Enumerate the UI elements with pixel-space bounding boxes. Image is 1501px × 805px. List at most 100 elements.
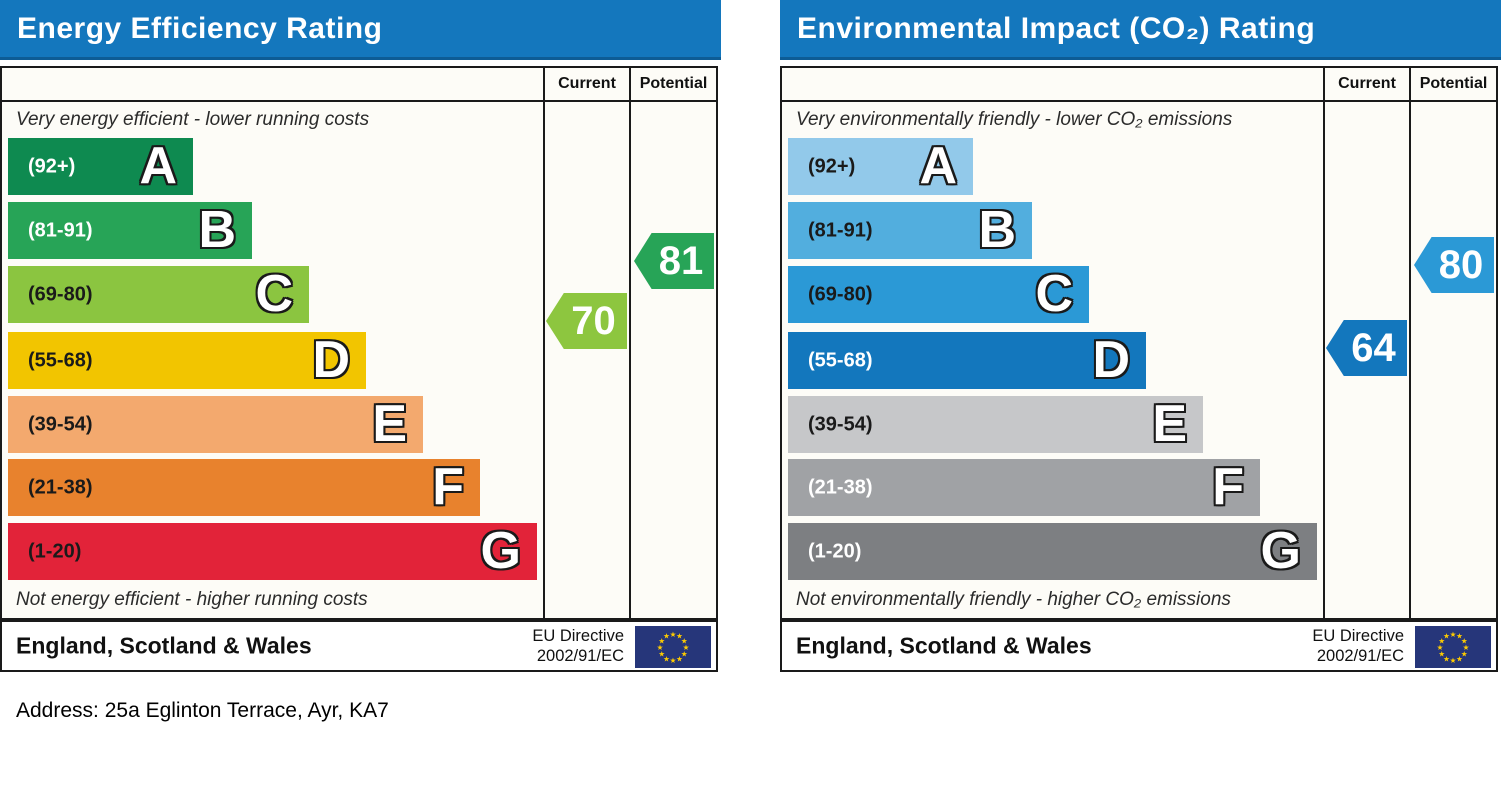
svg-text:★: ★	[657, 643, 664, 652]
chart-footer: England, Scotland & Wales EU Directive 2…	[0, 620, 718, 672]
band-range-label: (21-38)	[28, 476, 93, 498]
eu-directive-label: EU Directive 2002/91/EC	[532, 626, 624, 666]
current-rating-arrow: 64	[1326, 320, 1407, 376]
column-divider	[1409, 68, 1411, 618]
chart-title-banner: Energy Efficiency Rating	[0, 0, 721, 60]
svg-text:★: ★	[1443, 654, 1450, 663]
svg-text:★: ★	[1438, 650, 1445, 659]
band-letter: D	[312, 330, 350, 389]
band-a: (92+) A	[8, 136, 193, 195]
eu-directive-line1: EU Directive	[1312, 627, 1404, 645]
column-divider	[1323, 68, 1325, 618]
band-g: (1-20) G	[788, 521, 1317, 580]
current-rating-arrow: 70	[546, 293, 627, 349]
top-note: Very energy efficient - lower running co…	[16, 109, 370, 130]
svg-text:★: ★	[1456, 654, 1463, 663]
band-e: (39-54) E	[8, 394, 423, 453]
potential-column-header: Potential	[639, 75, 708, 92]
svg-text:★: ★	[1437, 643, 1444, 652]
svg-text:★: ★	[1461, 637, 1468, 646]
rating-table: Current Potential Very environmentally f…	[780, 66, 1498, 620]
band-d: (55-68) D	[8, 330, 366, 389]
band-letter: F	[432, 457, 464, 516]
band-range-label: (69-80)	[808, 283, 873, 305]
svg-text:★: ★	[1463, 643, 1470, 652]
region-label: England, Scotland & Wales	[16, 632, 312, 659]
table-header-row: Current Potential	[782, 68, 1496, 102]
svg-text:★: ★	[1438, 637, 1445, 646]
band-range-label: (39-54)	[28, 413, 93, 435]
band-letter: C	[255, 264, 293, 323]
current-column-header: Current	[1338, 75, 1396, 92]
potential-rating-arrow: 80	[1414, 237, 1494, 293]
band-range-label: (55-68)	[808, 349, 873, 371]
svg-text:★: ★	[670, 656, 677, 665]
band-range-label: (21-38)	[808, 476, 873, 498]
svg-text:★: ★	[1450, 656, 1457, 665]
band-range-label: (69-80)	[28, 283, 93, 305]
eu-directive-line1: EU Directive	[532, 627, 624, 645]
svg-text:★: ★	[1443, 632, 1450, 641]
svg-text:★: ★	[663, 632, 670, 641]
band-a: (92+) A	[788, 136, 973, 195]
band-range-label: (55-68)	[28, 349, 93, 371]
band-d: (55-68) D	[788, 330, 1146, 389]
bottom-note: Not energy efficient - higher running co…	[16, 589, 368, 610]
environmental-impact-chart: Environmental Impact (CO₂) Rating Curren…	[780, 0, 1501, 674]
band-letter: B	[978, 200, 1016, 259]
svg-text:★: ★	[1450, 630, 1457, 639]
band-range-label: (92+)	[28, 155, 76, 177]
svg-text:★: ★	[681, 637, 688, 646]
rating-table: Current Potential Very energy efficient …	[0, 66, 718, 620]
band-e: (39-54) E	[788, 394, 1203, 453]
band-range-label: (81-91)	[28, 219, 93, 241]
band-range-label: (1-20)	[808, 540, 862, 562]
energy-efficiency-chart: Energy Efficiency Rating Current Potenti…	[0, 0, 721, 674]
svg-text:★: ★	[663, 654, 670, 663]
top-note: Very environmentally friendly - lower CO…	[796, 109, 1233, 130]
current-column-header: Current	[558, 75, 616, 92]
current-rating-value: 64	[1351, 325, 1396, 370]
column-divider	[543, 68, 545, 618]
eu-directive-line2: 2002/91/EC	[1316, 647, 1404, 665]
band-range-label: (1-20)	[28, 540, 82, 562]
potential-column-header: Potential	[1419, 75, 1488, 92]
band-letter: G	[1260, 521, 1301, 580]
svg-text:★: ★	[658, 637, 665, 646]
eu-directive-label: EU Directive 2002/91/EC	[1312, 626, 1404, 666]
potential-rating-value: 81	[658, 238, 704, 283]
band-c: (69-80) C	[788, 264, 1089, 323]
svg-text:★: ★	[658, 650, 665, 659]
svg-text:★: ★	[1456, 632, 1463, 641]
table-header-row: Current Potential	[2, 68, 716, 102]
band-range-label: (92+)	[808, 155, 856, 177]
svg-text:★: ★	[683, 643, 690, 652]
current-rating-value: 70	[571, 298, 616, 343]
potential-rating-value: 80	[1438, 242, 1484, 287]
band-b: (81-91) B	[788, 200, 1032, 259]
band-c: (69-80) C	[8, 264, 309, 323]
region-label: England, Scotland & Wales	[796, 632, 1092, 659]
property-address: Address: 25a Eglinton Terrace, Ayr, KA7	[16, 699, 389, 722]
band-letter: A	[919, 136, 957, 195]
bottom-note: Not environmentally friendly - higher CO…	[796, 589, 1231, 610]
band-letter: A	[139, 136, 177, 195]
chart-title: Energy Efficiency Rating	[17, 12, 383, 45]
band-f: (21-38) F	[8, 457, 480, 516]
band-f: (21-38) F	[788, 457, 1260, 516]
band-letter: D	[1092, 330, 1130, 389]
eu-flag-icon: ★ ★★ ★★★ ★★★ ★★★	[635, 626, 711, 668]
band-letter: G	[480, 521, 521, 580]
band-b: (81-91) B	[8, 200, 252, 259]
band-letter: F	[1212, 457, 1244, 516]
chart-footer: England, Scotland & Wales EU Directive 2…	[780, 620, 1498, 672]
chart-title-banner: Environmental Impact (CO₂) Rating	[780, 0, 1501, 60]
band-letter: B	[198, 200, 236, 259]
band-range-label: (39-54)	[808, 413, 873, 435]
chart-title: Environmental Impact (CO₂) Rating	[797, 12, 1316, 45]
band-letter: E	[372, 394, 407, 453]
svg-text:★: ★	[676, 654, 683, 663]
svg-text:★: ★	[670, 630, 677, 639]
eu-flag-icon: ★ ★★ ★★★ ★★★ ★★★	[1415, 626, 1491, 668]
